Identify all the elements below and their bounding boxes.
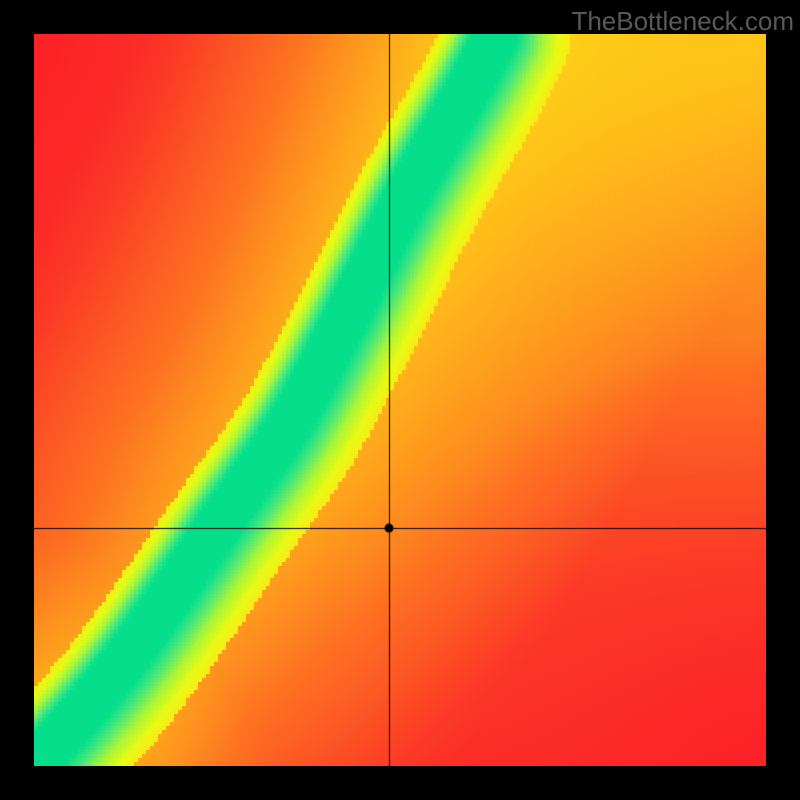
- chart-container: TheBottleneck.com: [0, 0, 800, 800]
- crosshair-overlay: [34, 34, 766, 766]
- watermark-text: TheBottleneck.com: [571, 6, 794, 37]
